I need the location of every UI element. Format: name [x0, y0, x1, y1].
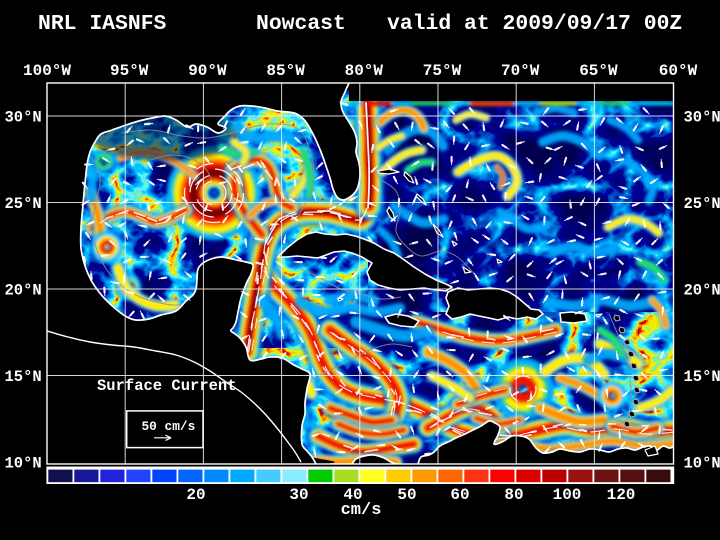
svg-text:10°N: 10°N — [5, 455, 42, 473]
svg-text:30: 30 — [289, 486, 308, 504]
svg-text:75°W: 75°W — [423, 62, 462, 80]
svg-text:20°N: 20°N — [5, 282, 42, 300]
svg-text:valid at 2009/09/17 00Z: valid at 2009/09/17 00Z — [387, 12, 682, 36]
svg-text:25°N: 25°N — [684, 195, 720, 213]
svg-text:NRL IASNFS: NRL IASNFS — [38, 12, 167, 36]
svg-text:15°N: 15°N — [5, 368, 42, 386]
svg-text:cm/s: cm/s — [341, 501, 382, 520]
svg-text:80: 80 — [504, 486, 523, 504]
svg-text:10°N: 10°N — [684, 455, 720, 473]
svg-text:65°W: 65°W — [579, 62, 618, 80]
svg-text:60°W: 60°W — [659, 62, 698, 80]
svg-text:30°N: 30°N — [5, 109, 42, 127]
svg-text:100: 100 — [553, 486, 582, 504]
svg-text:80°W: 80°W — [345, 62, 384, 80]
svg-text:15°N: 15°N — [684, 368, 720, 386]
svg-text:50: 50 — [397, 486, 416, 504]
svg-text:90°W: 90°W — [188, 62, 227, 80]
svg-text:40: 40 — [343, 486, 362, 504]
svg-text:Nowcast: Nowcast — [256, 12, 346, 36]
svg-text:20°N: 20°N — [684, 282, 720, 300]
svg-text:25°N: 25°N — [5, 195, 42, 213]
svg-text:95°W: 95°W — [110, 62, 149, 80]
svg-text:30°N: 30°N — [684, 109, 720, 127]
svg-text:100°W: 100°W — [23, 62, 71, 80]
svg-text:70°W: 70°W — [501, 62, 540, 80]
svg-text:120: 120 — [607, 486, 636, 504]
svg-text:50 cm/s: 50 cm/s — [142, 419, 196, 434]
svg-text:60: 60 — [450, 486, 469, 504]
svg-text:85°W: 85°W — [266, 62, 305, 80]
svg-text:20: 20 — [186, 486, 205, 504]
svg-text:Surface Current: Surface Current — [97, 377, 237, 395]
